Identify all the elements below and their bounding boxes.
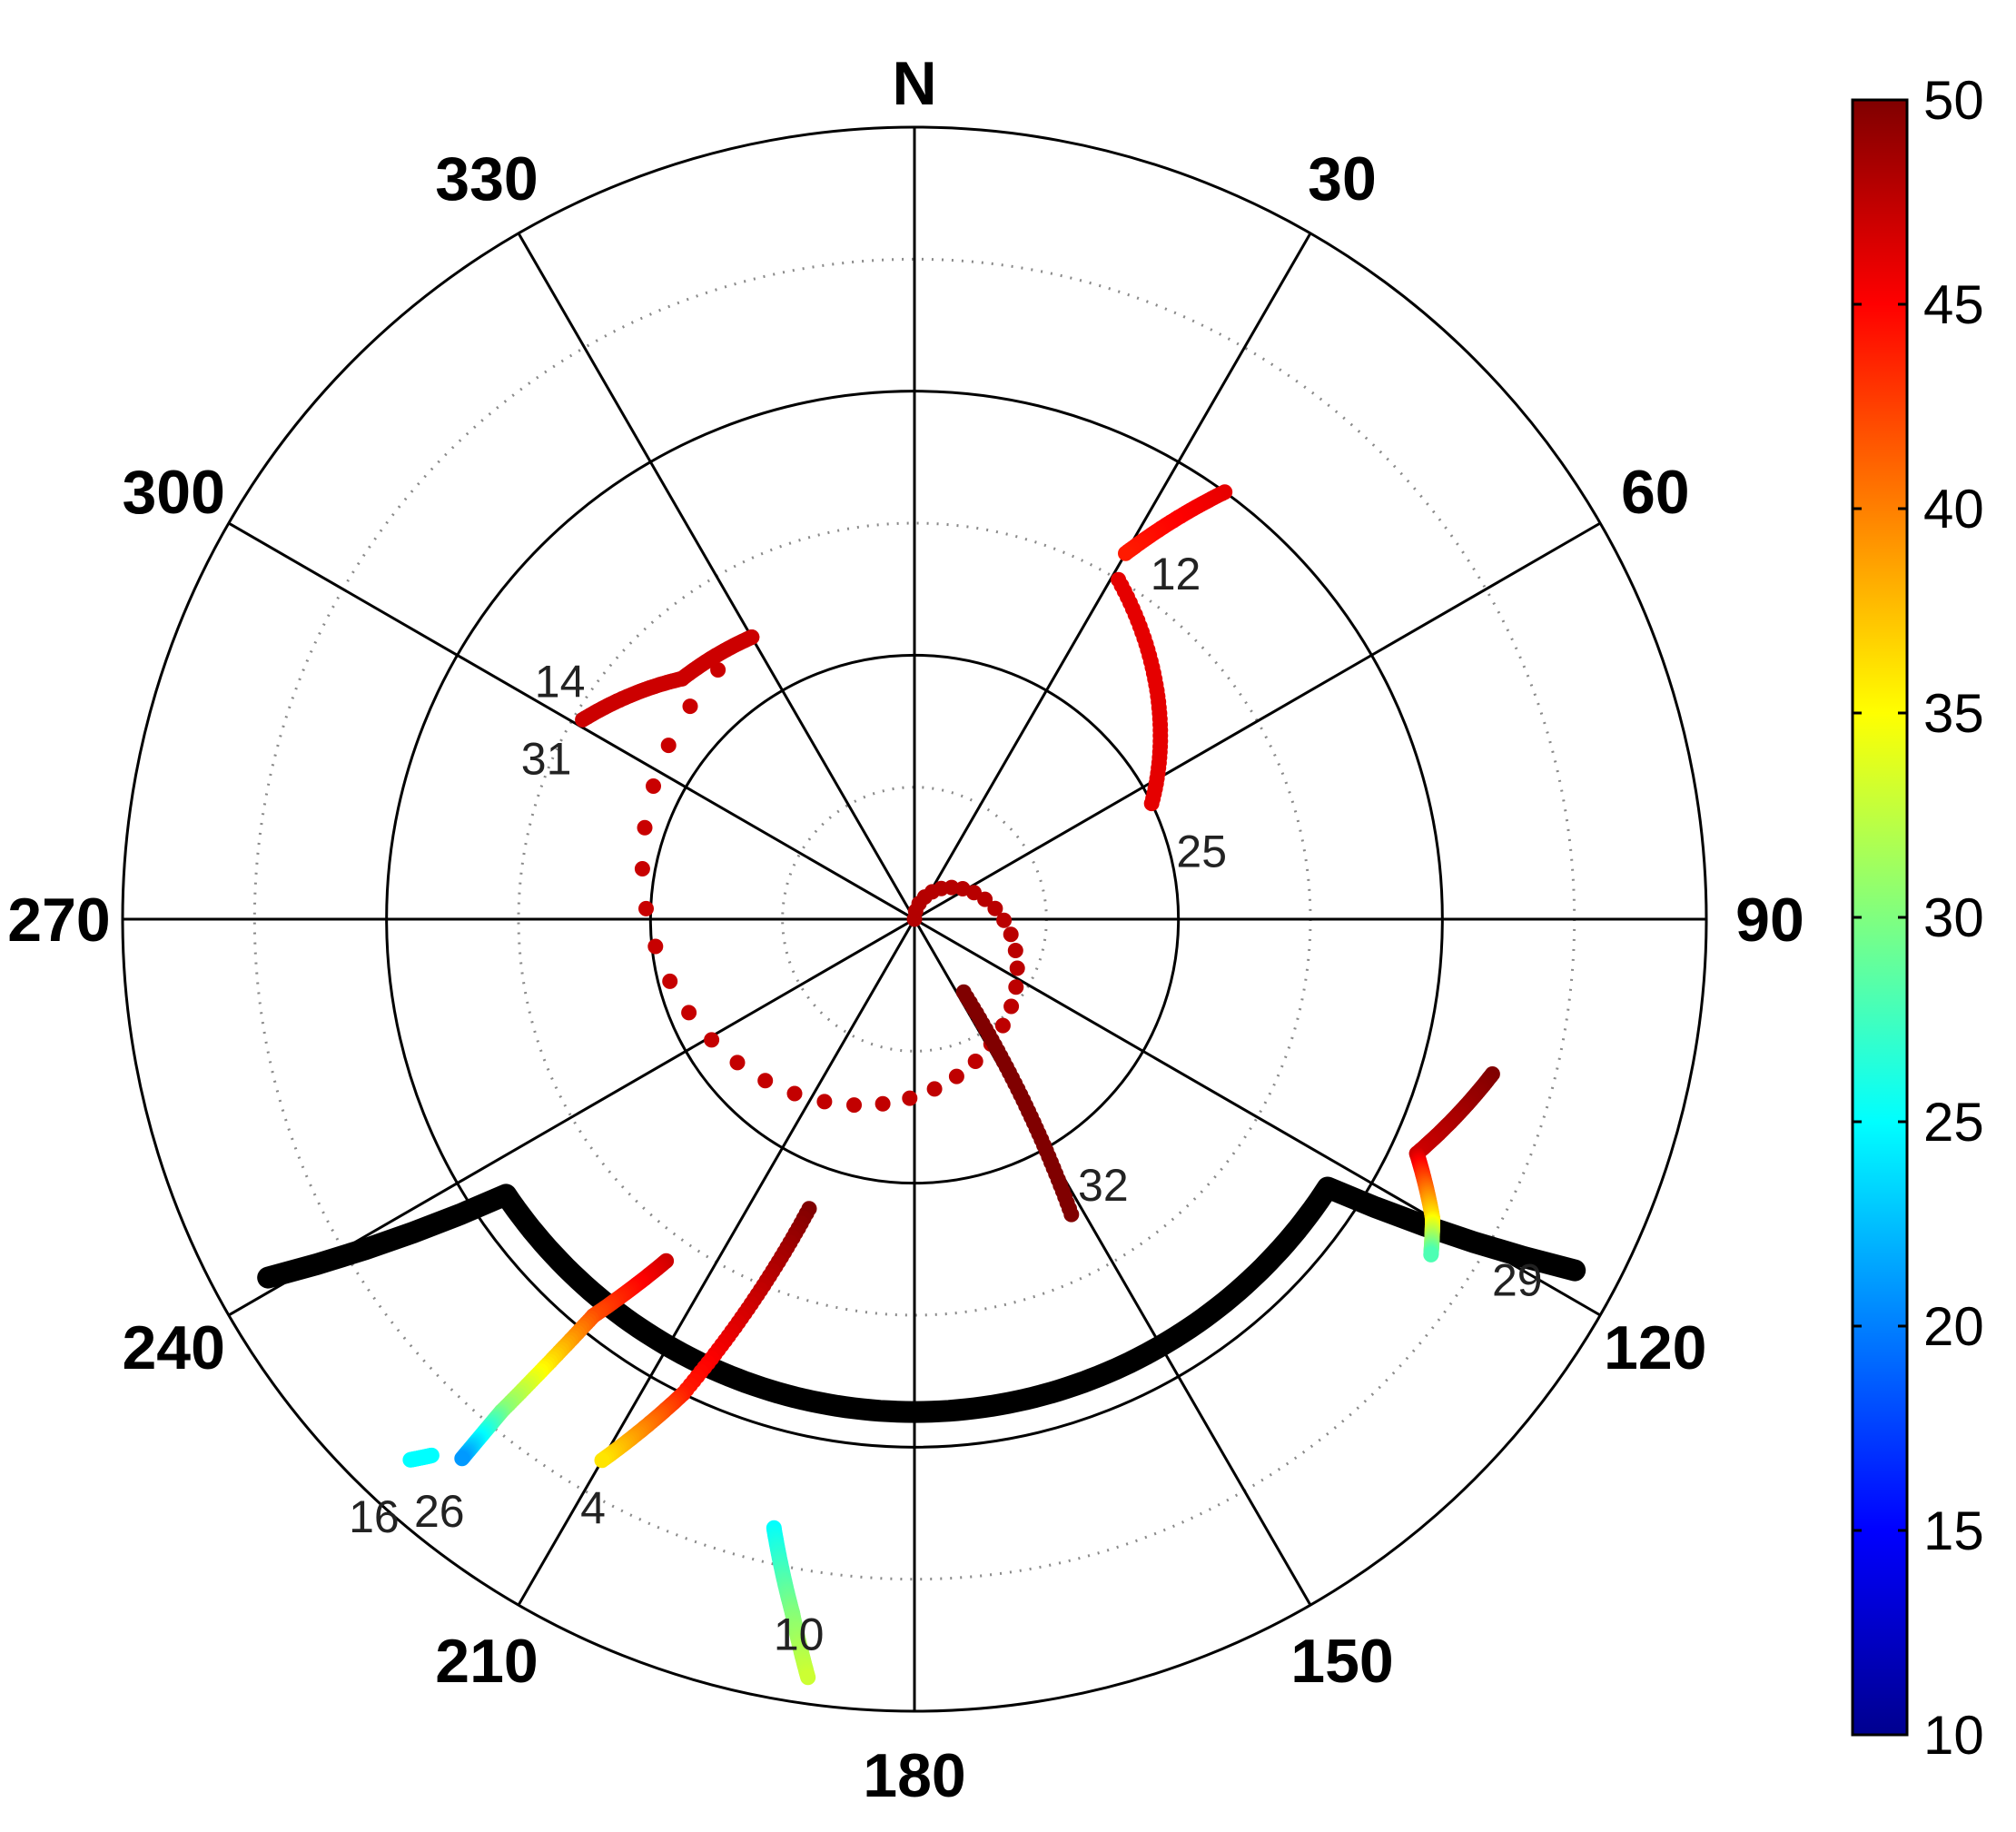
track-point-14 bbox=[846, 1097, 862, 1114]
track-prn-31: 31 bbox=[521, 733, 572, 784]
prn-label-10: 10 bbox=[774, 1609, 825, 1660]
angle-label-330: 330 bbox=[435, 144, 538, 213]
colorbar-label-45: 45 bbox=[1923, 274, 1984, 335]
track-point-14 bbox=[786, 1085, 803, 1102]
colorbar-label-40: 40 bbox=[1923, 479, 1984, 540]
angle-label-120: 120 bbox=[1604, 1313, 1706, 1382]
track-point-14 bbox=[637, 819, 653, 836]
track-point-14 bbox=[646, 778, 661, 794]
prn-label-16: 16 bbox=[349, 1491, 400, 1542]
track-point-14 bbox=[638, 900, 654, 916]
track-point-16 bbox=[402, 1451, 419, 1468]
north-label: N bbox=[892, 49, 936, 118]
track-point-14 bbox=[1008, 979, 1024, 995]
track-point-32 bbox=[1063, 1206, 1080, 1223]
track-point-14 bbox=[902, 1090, 918, 1106]
track-prn-12: 12 bbox=[1118, 484, 1233, 599]
track-point-14 bbox=[875, 1095, 891, 1112]
track-prn-29: 29 bbox=[1408, 1066, 1543, 1305]
track-point-14 bbox=[926, 1081, 943, 1097]
angle-label-150: 150 bbox=[1290, 1627, 1393, 1696]
colorbar-label-30: 30 bbox=[1923, 887, 1984, 948]
track-point-26 bbox=[454, 1451, 470, 1467]
colorbar-label-10: 10 bbox=[1923, 1705, 1984, 1766]
angle-label-210: 210 bbox=[435, 1627, 538, 1696]
track-prn-4: 4 bbox=[580, 1201, 817, 1534]
track-prn-14: 14 bbox=[535, 629, 1025, 1114]
colorbar-label-15: 15 bbox=[1923, 1500, 1984, 1561]
prn-label-25: 25 bbox=[1176, 827, 1227, 877]
angle-label-180: 180 bbox=[863, 1741, 965, 1810]
track-prn-10: 10 bbox=[766, 1520, 825, 1686]
track-point-25 bbox=[1143, 796, 1160, 812]
prn-label-14: 14 bbox=[535, 656, 586, 707]
prn-label-26: 26 bbox=[414, 1486, 465, 1537]
track-point-14 bbox=[977, 891, 993, 907]
track-point-14 bbox=[816, 1094, 833, 1110]
track-point-14 bbox=[681, 1005, 697, 1021]
track-point-4 bbox=[594, 1452, 610, 1469]
track-point-14 bbox=[575, 711, 591, 728]
track-point-14 bbox=[662, 973, 678, 989]
colorbar: 10 15 20 25 30 35 40 45 50 bbox=[1851, 70, 1984, 1766]
colorbar-label-25: 25 bbox=[1923, 1092, 1984, 1153]
track-point-14 bbox=[948, 1068, 964, 1084]
track-point-14 bbox=[967, 1054, 983, 1069]
track-prn-32: 32 bbox=[955, 984, 1129, 1223]
track-point-14 bbox=[1003, 926, 1019, 943]
colorbar-label-50: 50 bbox=[1923, 70, 1984, 131]
track-point-14 bbox=[996, 912, 1013, 928]
track-point-14 bbox=[1007, 943, 1023, 958]
track-point-29 bbox=[1423, 1246, 1439, 1263]
track-point-14 bbox=[682, 698, 698, 715]
mask-line bbox=[257, 1176, 1586, 1423]
elevation-mask bbox=[257, 1176, 1586, 1423]
track-point-14 bbox=[987, 900, 1003, 916]
prn-label-32: 32 bbox=[1078, 1160, 1129, 1211]
prn-label-31: 31 bbox=[521, 733, 572, 784]
track-point-14 bbox=[1003, 998, 1020, 1015]
track-point-14 bbox=[660, 738, 677, 754]
colorbar-label-20: 20 bbox=[1923, 1296, 1984, 1357]
angle-label-30: 30 bbox=[1308, 144, 1377, 213]
track-point-10 bbox=[800, 1669, 816, 1686]
angle-label-60: 60 bbox=[1621, 458, 1690, 527]
colorbar-label-35: 35 bbox=[1923, 683, 1984, 744]
angle-label-300: 300 bbox=[122, 458, 224, 527]
track-point-14 bbox=[994, 1017, 1011, 1034]
satellite-tracks: 12 25 14 31 32 29 4 26 10 16 bbox=[349, 484, 1543, 1686]
track-prn-26: 26 bbox=[414, 1253, 675, 1537]
track-prn-16: 16 bbox=[349, 1447, 440, 1542]
track-point-14 bbox=[757, 1073, 774, 1089]
track-point-14 bbox=[729, 1055, 746, 1071]
angle-label-90: 90 bbox=[1735, 886, 1804, 955]
prn-label-12: 12 bbox=[1151, 549, 1201, 599]
track-point-12 bbox=[1118, 545, 1133, 561]
track-point-14 bbox=[634, 861, 650, 876]
track-point-14 bbox=[704, 1032, 720, 1048]
angle-label-270: 270 bbox=[7, 886, 110, 955]
track-point-14 bbox=[1009, 960, 1025, 976]
track-point-14 bbox=[647, 938, 664, 955]
angle-labels: N 30 60 90 120 150 180 210 240 270 300 330 bbox=[7, 49, 1804, 1810]
prn-label-29: 29 bbox=[1492, 1254, 1543, 1305]
track-prn-25: 25 bbox=[1111, 571, 1227, 877]
prn-label-4: 4 bbox=[580, 1483, 606, 1534]
angle-label-240: 240 bbox=[122, 1313, 224, 1382]
